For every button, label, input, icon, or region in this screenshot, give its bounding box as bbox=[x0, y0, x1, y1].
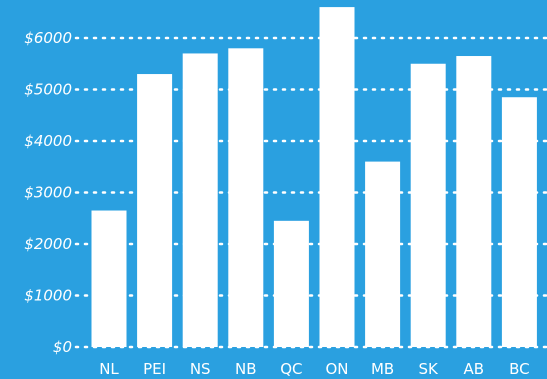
x-tick-label-sk: SK bbox=[419, 360, 440, 378]
bar-pei bbox=[137, 74, 173, 348]
y-tick-label: $0 bbox=[53, 338, 72, 356]
x-tick-label-pei: PEI bbox=[143, 360, 166, 378]
y-tick-label: $6000 bbox=[24, 29, 72, 47]
y-tick-label: $3000 bbox=[24, 184, 72, 202]
x-tick-label-mb: MB bbox=[371, 360, 394, 378]
bar-mb bbox=[365, 161, 401, 347]
y-tick-label: $2000 bbox=[24, 235, 72, 253]
bar-nb bbox=[228, 48, 264, 348]
x-tick-label-on: ON bbox=[325, 360, 348, 378]
x-tick-label-nl: NL bbox=[99, 360, 119, 378]
x-tick-label-ns: NS bbox=[190, 360, 211, 378]
bar-on bbox=[319, 7, 355, 347]
x-tick-label-ab: AB bbox=[464, 360, 485, 378]
x-tick-label-nb: NB bbox=[235, 360, 257, 378]
y-tick-label: $5000 bbox=[24, 81, 72, 99]
bar-sk bbox=[410, 63, 446, 347]
bar-ns bbox=[182, 53, 218, 347]
bar-qc bbox=[273, 220, 309, 347]
bar-nl bbox=[91, 210, 127, 347]
y-tick-label: $4000 bbox=[24, 132, 72, 150]
bar-ab bbox=[456, 56, 492, 348]
y-tick-label: $1000 bbox=[24, 287, 72, 305]
x-tick-label-qc: QC bbox=[280, 360, 302, 378]
x-tick-label-bc: BC bbox=[509, 360, 530, 378]
bar-bc bbox=[501, 97, 537, 347]
